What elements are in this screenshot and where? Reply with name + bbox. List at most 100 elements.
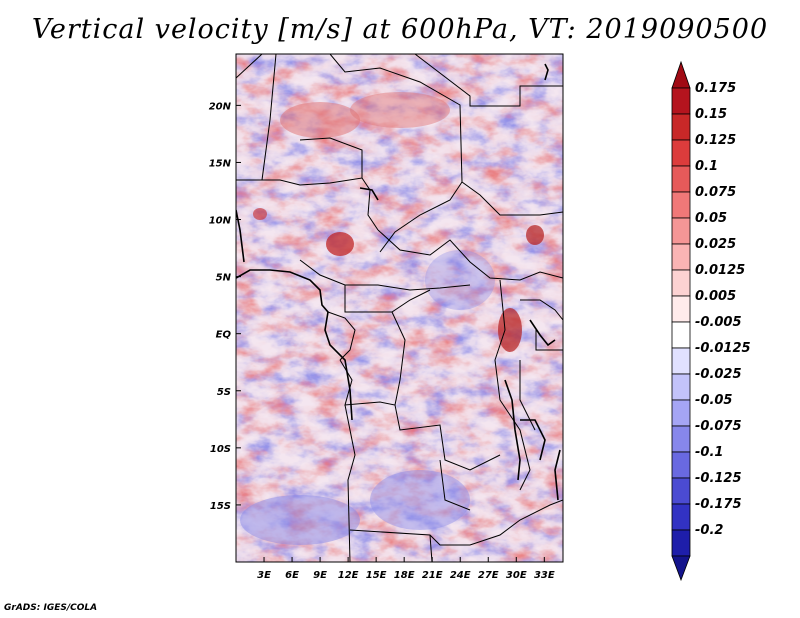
border-segment (429, 534, 433, 562)
colorbar-swatch (671, 477, 691, 505)
border-segment (261, 54, 277, 181)
border-segment (299, 137, 363, 178)
strong-updraft-cameroon (326, 232, 354, 256)
border-segment (299, 259, 471, 291)
border-segment (535, 330, 563, 351)
lat-tick-label: 5S (217, 387, 231, 398)
lake-tanganyika (504, 379, 521, 481)
colorbar-swatch (671, 165, 691, 193)
lake-chad (359, 187, 379, 201)
lat-tick-label: 20N (209, 101, 232, 112)
colorbar-swatch (671, 191, 691, 219)
border-segment (520, 299, 563, 321)
border-segment (236, 177, 379, 231)
colorbar-label: 0.15 (695, 107, 727, 122)
map-frame (235, 53, 564, 563)
colorbar-top-arrow (671, 60, 691, 89)
colorbar-label: -0.0125 (695, 341, 751, 356)
lon-tick-label: 33E (534, 570, 555, 581)
colorbar-label: 0.0125 (695, 263, 745, 278)
border-segment (349, 499, 563, 546)
updraft-sahara-east (350, 92, 450, 128)
west-coastline (236, 209, 245, 263)
axis-ticks: 3E 6E 9E 12E 15E 18E 21E 24E 27E 30E 33E 20N 15N 10N 5… (209, 101, 555, 581)
border-segment (344, 404, 356, 562)
lake-malawi (554, 449, 561, 501)
colorbar-label: 0.1 (695, 159, 718, 174)
colorbar-swatch (671, 503, 691, 531)
border-segment (339, 359, 501, 471)
colorbar-bottom-arrow (671, 555, 691, 582)
border-segment (391, 311, 406, 406)
lon-tick-label: 18E (394, 570, 415, 581)
lat-tick-label: EQ (216, 330, 232, 341)
lon-tick-label: 12E (338, 570, 359, 581)
colorbar-swatch (671, 425, 691, 453)
border-segment (439, 459, 471, 511)
lon-tick-label: 6E (285, 570, 299, 581)
lat-tick-label: 10N (209, 216, 232, 227)
lat-tick-label: 15S (210, 501, 231, 512)
colorbar-label: -0.125 (695, 471, 742, 486)
lat-tick-label: 5N (216, 273, 232, 284)
lake-edge (520, 419, 546, 461)
lake-victoria-edge (529, 319, 556, 347)
colorbar-swatch (671, 269, 691, 297)
lat-tick-label: 10S (210, 444, 231, 455)
colorbar-label: -0.05 (695, 393, 732, 408)
nile-delta (544, 63, 549, 81)
border-segment (414, 54, 563, 107)
updraft-sahara (280, 102, 360, 138)
border-segment (327, 311, 356, 361)
strong-updraft-east-africa (498, 308, 522, 352)
colorbar-swatch (671, 87, 691, 115)
colorbar-label: 0.025 (695, 237, 736, 252)
colorbar-swatch (671, 295, 691, 323)
colorbar-label: -0.175 (695, 497, 742, 512)
colorbar-swatch (671, 139, 691, 167)
colorbar-swatch (671, 399, 691, 427)
border-segment (461, 181, 563, 216)
updraft-west (253, 208, 267, 220)
border-segment (494, 279, 531, 491)
colorbar-swatch (671, 347, 691, 375)
colorbar-swatch (671, 451, 691, 479)
colorbar-label: -0.1 (695, 445, 723, 460)
lat-tick-label: 15N (209, 158, 232, 169)
colorbar-label: 0.05 (695, 211, 727, 226)
colorbar-swatch (671, 243, 691, 271)
colorbar-label: 0.175 (695, 81, 736, 96)
lon-tick-label: 30E (506, 570, 527, 581)
lon-tick-label: 24E (450, 570, 471, 581)
downdraft-south (240, 495, 360, 545)
lon-tick-label: 21E (422, 570, 443, 581)
strong-updraft-south-sudan (526, 225, 544, 245)
downdraft-congo (425, 250, 495, 310)
atlantic-coastline (236, 269, 353, 421)
colorbar: 0.175 0.15 0.125 0.1 0.075 0.05 0.025 0.0125 0.0… (671, 60, 751, 582)
lon-tick-label: 27E (478, 570, 499, 581)
colorbar-swatch (671, 373, 691, 401)
colorbar-swatch (671, 529, 691, 557)
lon-tick-label: 15E (366, 570, 387, 581)
country-borders (236, 54, 563, 562)
colorbar-swatch (671, 113, 691, 141)
colorbar-swatch (671, 321, 691, 349)
lon-tick-label: 9E (313, 570, 327, 581)
coastline (236, 63, 561, 501)
colorbar-swatch (671, 217, 691, 245)
map-title: Vertical velocity [m/s] at 600hPa, VT: 2… (31, 14, 769, 45)
colorbar-label: 0.005 (695, 289, 736, 304)
downdraft-south-central (370, 470, 470, 530)
colorbar-label: -0.025 (695, 367, 742, 382)
border-segment (329, 54, 463, 253)
border-segment (377, 229, 563, 281)
colorbar-label: -0.005 (695, 315, 742, 330)
colorbar-label: 0.125 (695, 133, 736, 148)
vertical-velocity-field (236, 54, 563, 562)
colorbar-label: 0.075 (695, 185, 736, 200)
lon-tick-label: 3E (257, 570, 271, 581)
colorbar-label: -0.2 (695, 523, 723, 538)
grads-credit: GrADS: IGES/COLA (4, 603, 98, 613)
